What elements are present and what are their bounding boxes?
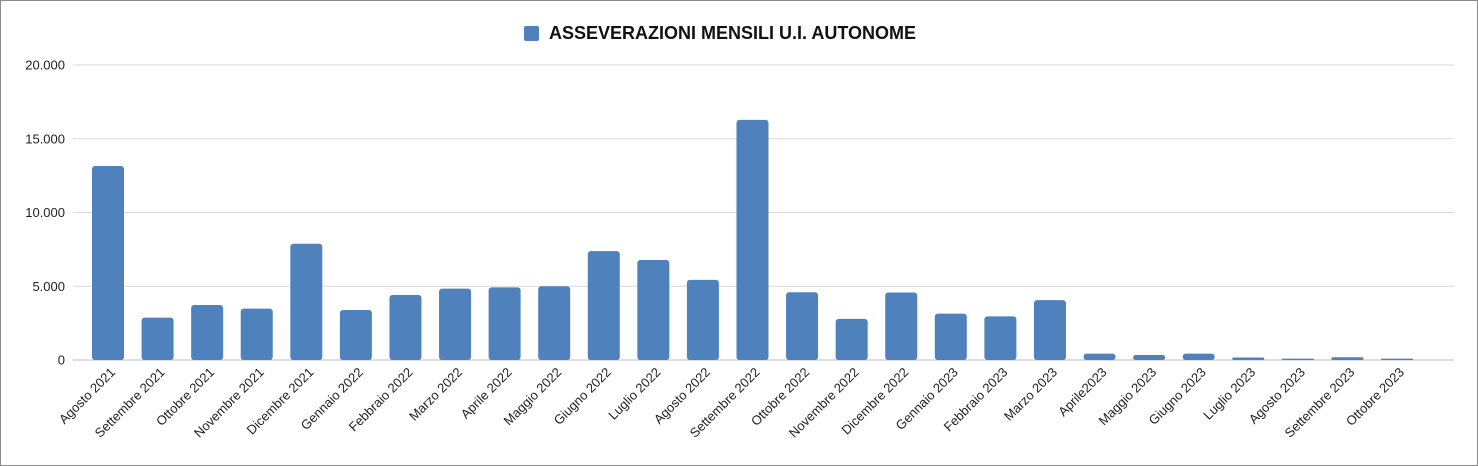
bar	[1381, 358, 1413, 360]
x-tick-label: Marzo 2023	[1001, 365, 1060, 424]
bar	[389, 294, 422, 360]
bar	[1033, 300, 1066, 360]
bar	[538, 286, 571, 360]
bar	[984, 316, 1017, 360]
bar	[1083, 353, 1116, 360]
bar	[637, 259, 670, 360]
legend-swatch	[524, 26, 539, 41]
legend-label: ASSEVERAZIONI MENSILI U.I. AUTONOME	[549, 23, 916, 43]
bar	[885, 292, 918, 360]
bar	[1182, 353, 1215, 360]
bar	[587, 251, 620, 360]
bar	[1232, 357, 1265, 360]
x-tick-label: Marzo 2022	[406, 365, 465, 424]
bars	[92, 119, 1413, 361]
bar	[1281, 358, 1314, 360]
y-tick-label: 0	[58, 353, 65, 368]
bar	[92, 166, 124, 360]
y-axis: 0 5.000 10.000 15.000 20.000	[25, 58, 65, 368]
bar	[240, 308, 273, 360]
bar	[835, 318, 868, 360]
y-tick-label: 20.000	[25, 58, 65, 73]
bar	[488, 287, 521, 360]
bar	[686, 279, 719, 360]
bar	[141, 317, 174, 360]
bar	[786, 292, 819, 360]
y-tick-label: 15.000	[25, 131, 65, 146]
y-tick-label: 5.000	[32, 279, 65, 294]
bar	[736, 119, 769, 361]
bar	[290, 243, 323, 360]
bar	[1133, 354, 1166, 360]
legend: ASSEVERAZIONI MENSILI U.I. AUTONOME	[524, 23, 916, 43]
y-tick-label: 10.000	[25, 205, 65, 220]
bar	[439, 288, 472, 360]
bar	[1331, 357, 1364, 360]
bar	[339, 309, 372, 360]
bar	[934, 313, 967, 360]
bar	[191, 304, 224, 360]
